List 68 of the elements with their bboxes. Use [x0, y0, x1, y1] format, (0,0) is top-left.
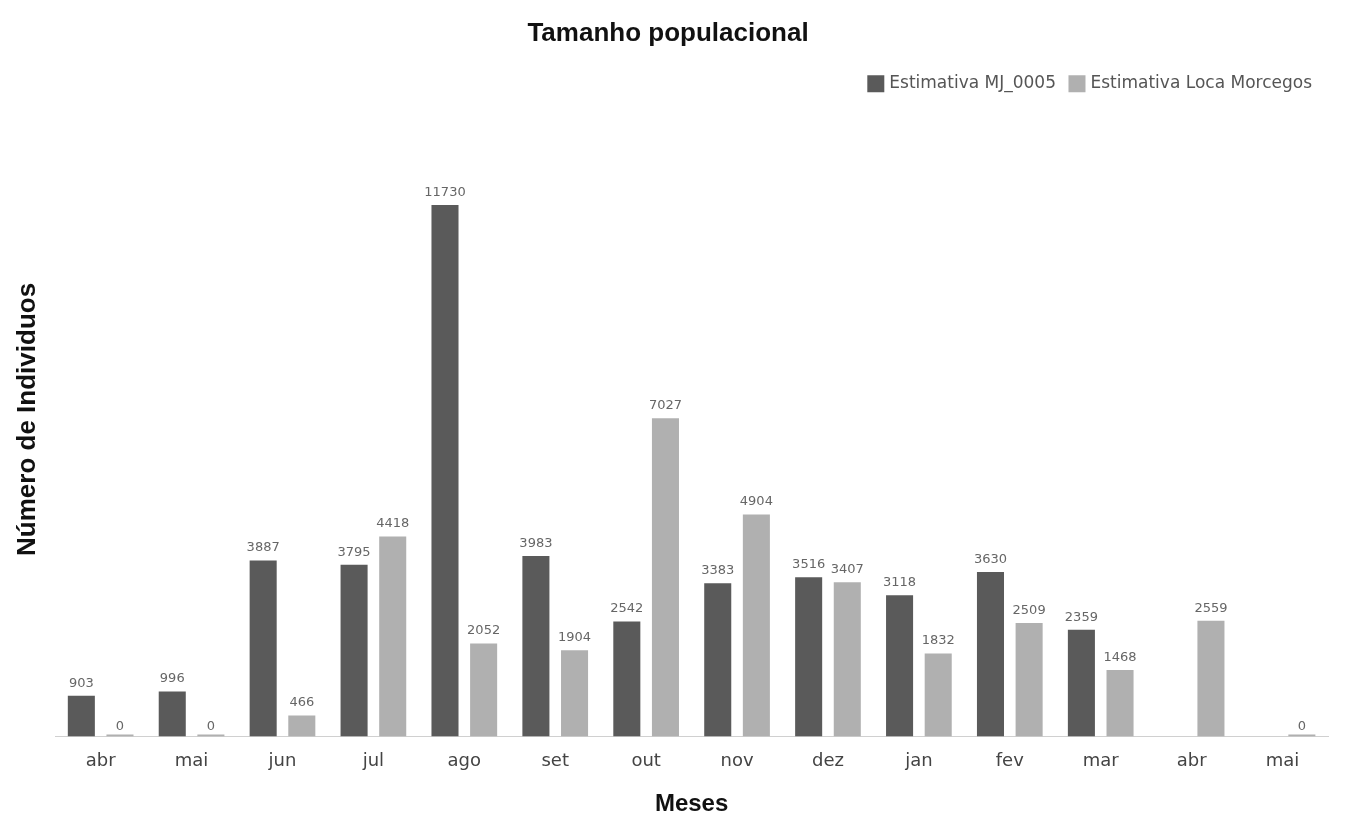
x-tick-label: jan [904, 749, 933, 771]
bar [886, 595, 914, 737]
data-label: 0 [1297, 718, 1306, 734]
data-label: 2559 [1194, 599, 1228, 615]
x-axis-title: Meses [654, 789, 729, 817]
data-label: 3630 [973, 550, 1008, 566]
chart-title: Tamanho populacional [527, 16, 809, 47]
x-tick-label: ago [447, 749, 482, 771]
x-tick-label: dez [811, 749, 844, 771]
legend-label: Estimativa MJ_0005 [889, 72, 1056, 94]
x-tick-label: nov [720, 749, 754, 771]
data-label: 3516 [792, 556, 826, 572]
data-label: 2542 [610, 600, 644, 616]
bar [158, 691, 186, 737]
bar [67, 695, 95, 737]
data-label: 3118 [883, 574, 917, 590]
x-tick-label: jul [361, 749, 385, 771]
bar [522, 556, 550, 737]
bar [1015, 622, 1043, 737]
data-label: 2509 [1012, 601, 1046, 617]
data-label: 3795 [337, 543, 371, 559]
x-tick-label: mar [1082, 749, 1120, 771]
data-label: 4418 [376, 515, 410, 531]
x-tick-label: jun [267, 749, 297, 771]
data-label: 7027 [648, 397, 683, 413]
data-label: 0 [115, 718, 125, 734]
bar [742, 514, 770, 737]
bar [924, 653, 952, 737]
x-tick-label: abr [85, 749, 117, 771]
data-label: 996 [159, 670, 185, 686]
data-label: 1904 [558, 629, 592, 645]
data-label: 2359 [1064, 608, 1098, 624]
x-tick-label: mai [1265, 749, 1300, 771]
x-tick-label: out [631, 749, 661, 771]
y-axis-title: Número de Individuos [10, 282, 41, 556]
legend-label: Estimativa Loca Morcegos [1090, 72, 1313, 93]
bar [651, 418, 679, 737]
bar [795, 577, 823, 737]
data-label: 2052 [467, 622, 501, 638]
bar [833, 582, 861, 737]
bar [561, 650, 589, 737]
bar [976, 572, 1004, 737]
bar [1106, 670, 1134, 737]
data-label: 3407 [830, 561, 864, 577]
bar [379, 536, 407, 737]
data-label: 4904 [739, 493, 773, 509]
data-label: 903 [68, 674, 94, 690]
data-label: 1832 [921, 632, 955, 648]
bar [470, 643, 498, 737]
bar [613, 621, 641, 737]
data-label: 3383 [701, 562, 735, 578]
bar [249, 560, 277, 737]
data-label: 466 [289, 694, 315, 710]
x-tick-label: fev [995, 749, 1025, 771]
data-label: 3983 [519, 534, 553, 550]
bar [1197, 620, 1225, 737]
bar [431, 205, 459, 737]
data-label: 0 [206, 718, 216, 734]
x-tick-label: abr [1176, 749, 1208, 771]
bar [340, 564, 368, 737]
x-tick-label: set [541, 749, 569, 771]
x-tick-label: mai [174, 749, 209, 771]
data-label: 1468 [1103, 648, 1137, 664]
data-label: 11730 [424, 183, 466, 199]
data-label: 3887 [246, 539, 280, 555]
bar [1067, 629, 1095, 737]
bar [704, 583, 732, 737]
bar [288, 715, 316, 737]
